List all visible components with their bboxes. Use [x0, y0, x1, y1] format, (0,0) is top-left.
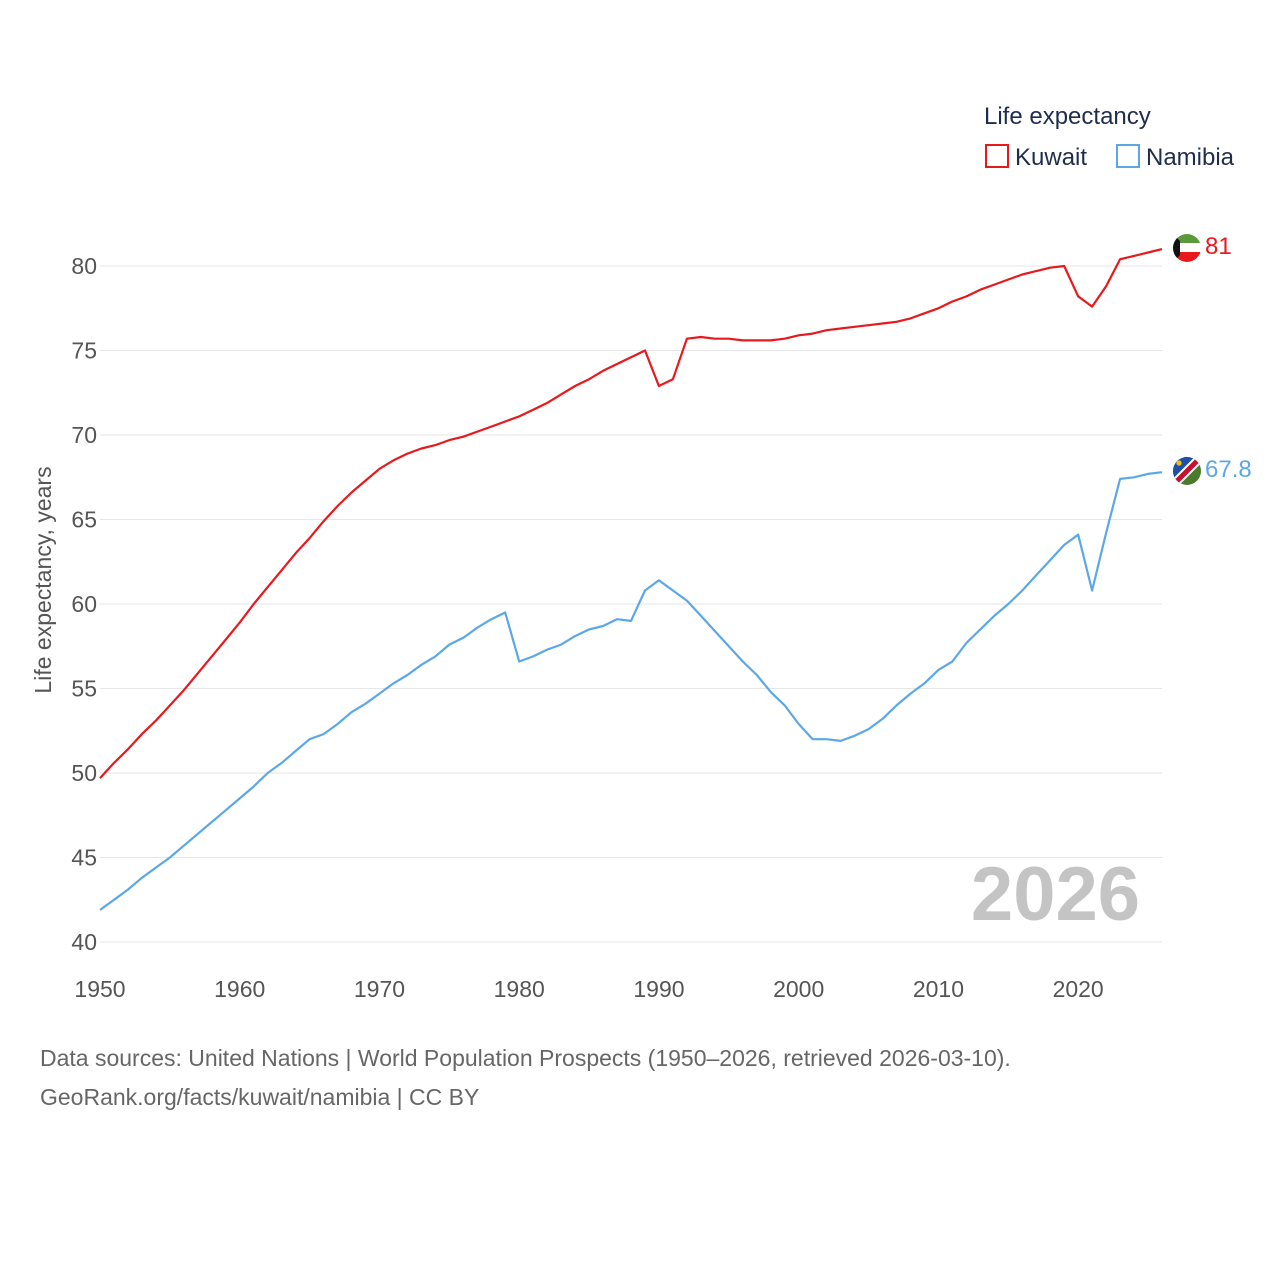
kuwait-end-value: 81 [1205, 233, 1232, 260]
y-tick-labels: 40 45 50 55 60 65 70 75 80 [71, 253, 97, 955]
kuwait-flag-icon [1173, 234, 1201, 262]
x-tick-labels: 1950 1960 1970 1980 1990 2000 2010 2020 [74, 976, 1103, 1002]
current-year-watermark: 2026 [971, 852, 1140, 937]
y-tick-80: 80 [71, 253, 97, 279]
x-tick-2020: 2020 [1053, 976, 1104, 1002]
legend-swatch-namibia[interactable] [1116, 144, 1140, 168]
legend-label-kuwait[interactable]: Kuwait [1015, 144, 1087, 171]
legend-title: Life expectancy [984, 103, 1151, 130]
legend-label-namibia[interactable]: Namibia [1146, 144, 1235, 171]
x-tick-2000: 2000 [773, 976, 824, 1002]
y-tick-65: 65 [71, 507, 97, 533]
x-tick-1980: 1980 [494, 976, 545, 1002]
x-tick-1950: 1950 [74, 976, 125, 1002]
y-tick-55: 55 [71, 676, 97, 702]
series-lines [99, 248, 1163, 911]
gridlines [100, 265, 1162, 943]
namibia-flag-icon [1173, 457, 1201, 485]
y-tick-40: 40 [71, 929, 97, 955]
source-line-1: Data sources: United Nations | World Pop… [40, 1045, 1011, 1071]
y-tick-45: 45 [71, 845, 97, 871]
legend-swatch-kuwait[interactable] [985, 144, 1009, 168]
y-tick-75: 75 [71, 338, 97, 364]
x-tick-1990: 1990 [633, 976, 684, 1002]
x-tick-1970: 1970 [354, 976, 405, 1002]
legend: Life expectancy Kuwait Namibia [984, 103, 1235, 171]
series-line-kuwait[interactable] [99, 248, 1163, 779]
y-axis-title: Life expectancy, years [30, 466, 56, 693]
y-tick-60: 60 [71, 591, 97, 617]
source-line-2: GeoRank.org/facts/kuwait/namibia | CC BY [40, 1084, 480, 1110]
series-line-namibia[interactable] [99, 471, 1163, 911]
x-tick-2010: 2010 [913, 976, 964, 1002]
x-tick-1960: 1960 [214, 976, 265, 1002]
y-tick-70: 70 [71, 422, 97, 448]
namibia-end-value: 67.8 [1205, 456, 1252, 483]
y-tick-50: 50 [71, 760, 97, 786]
